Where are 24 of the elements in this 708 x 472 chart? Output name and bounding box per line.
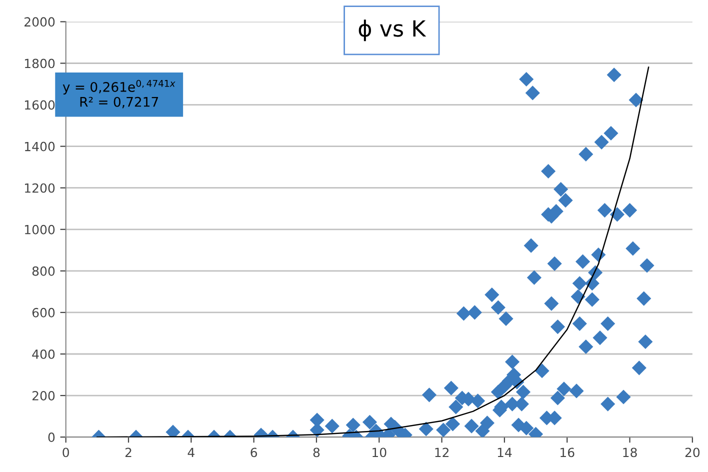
y-tick-label: 1200 bbox=[24, 183, 55, 193]
y-tick-label: 1600 bbox=[24, 100, 55, 110]
y-tick-label: 1400 bbox=[24, 142, 55, 152]
x-tick-label: 2 bbox=[125, 448, 132, 457]
x-tick-label: 16 bbox=[560, 448, 574, 458]
y-tick-label: 800 bbox=[32, 266, 55, 276]
chart-title: ϕ vs K bbox=[358, 20, 426, 42]
x-tick-label: 4 bbox=[188, 448, 194, 457]
x-tick-label: 8 bbox=[313, 448, 320, 458]
x-tick-label: 0 bbox=[62, 448, 69, 458]
x-tick-label: 14 bbox=[498, 448, 512, 457]
annotation: y = 0,261e$^{0,4741x}$ R² = 0,7217 bbox=[62, 80, 176, 108]
y-tick-label: 400 bbox=[32, 349, 55, 359]
x-tick-label: 10 bbox=[372, 448, 386, 458]
x-tick-label: 12 bbox=[435, 448, 448, 457]
y-tick-label: 200 bbox=[32, 391, 55, 400]
y-tick-label: 2000 bbox=[24, 17, 55, 27]
x-tick-label: 18 bbox=[623, 448, 637, 458]
x-tick-label: 20 bbox=[685, 448, 700, 458]
x-tick-label: 6 bbox=[250, 448, 258, 458]
y-tick-label: 1000 bbox=[24, 224, 55, 234]
y-tick-label: 0 bbox=[48, 432, 55, 442]
y-tick-label: 600 bbox=[32, 308, 55, 318]
y-tick-label: 1800 bbox=[24, 58, 55, 68]
